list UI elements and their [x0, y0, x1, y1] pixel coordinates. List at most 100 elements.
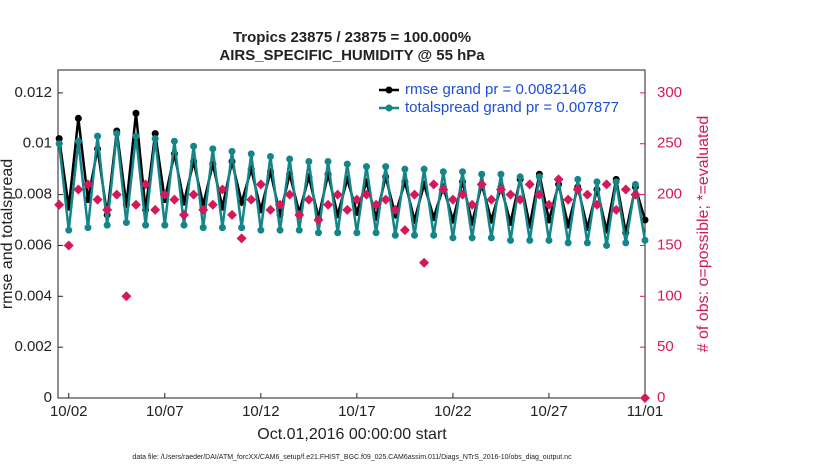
- obs-count-marker: [342, 204, 353, 215]
- obs-count-marker: [630, 189, 641, 200]
- series-marker: [353, 229, 361, 237]
- obs-count-marker: [399, 225, 410, 236]
- footnote: data file: /Users/raeder/DAI/ATM_forcXX/…: [132, 454, 572, 461]
- obs-count-marker: [294, 209, 305, 220]
- y-tick-label: 0.002: [14, 338, 52, 355]
- y-axis-label: rmse and totalspread: [0, 159, 16, 309]
- series-marker: [218, 224, 226, 232]
- obs-count-marker: [601, 179, 612, 190]
- y2-tick-label: 100: [657, 287, 682, 304]
- obs-count-marker: [217, 184, 228, 195]
- series-marker: [459, 168, 467, 176]
- obs-count-marker: [428, 179, 439, 190]
- series-line: [57, 133, 647, 246]
- series-marker: [247, 150, 255, 158]
- x-tick-label: 10/07: [146, 403, 184, 420]
- obs-count-marker: [486, 194, 497, 205]
- y2-axis-label: # of obs: o=possible; *=evaluated: [695, 116, 712, 353]
- series-marker: [439, 168, 447, 176]
- series-marker: [334, 229, 342, 237]
- series-marker: [478, 170, 486, 178]
- obs-count-marker: [390, 204, 401, 215]
- series-marker: [641, 236, 649, 244]
- obs-count-marker: [572, 184, 583, 195]
- series-marker: [362, 163, 370, 171]
- obs-count-marker: [92, 194, 103, 205]
- x-tick-label: 10/02: [50, 403, 88, 420]
- x-tick-label: 10/12: [242, 403, 280, 420]
- series-marker: [583, 239, 591, 247]
- series-marker: [468, 234, 476, 242]
- series-marker: [391, 231, 399, 239]
- obs-count-marker: [188, 189, 199, 200]
- series-marker: [564, 239, 572, 247]
- obs-count-marker: [515, 194, 526, 205]
- series-marker: [74, 137, 82, 145]
- obs-count-marker: [351, 194, 362, 205]
- y-tick-label: 0.004: [14, 287, 52, 304]
- obs-count-marker: [361, 189, 372, 200]
- series-marker: [151, 130, 159, 138]
- obs-count-marker: [553, 174, 564, 185]
- obs-count-marker: [54, 199, 65, 210]
- obs-count-marker: [169, 194, 180, 205]
- y2-tick-label: 150: [657, 236, 682, 253]
- series-marker: [603, 241, 611, 249]
- series-marker: [103, 221, 111, 229]
- obs-count-marker: [447, 194, 458, 205]
- series-marker: [142, 221, 150, 229]
- series-marker: [497, 170, 505, 178]
- obs-count-marker: [620, 184, 631, 195]
- obs-count-marker: [265, 204, 276, 215]
- series-marker: [295, 226, 303, 234]
- obs-count-marker: [505, 189, 516, 200]
- obs-count-marker: [380, 194, 391, 205]
- series-marker: [382, 163, 390, 171]
- series-marker: [65, 226, 73, 234]
- y2-tick-label: 50: [657, 338, 674, 355]
- obs-count-marker: [198, 204, 209, 215]
- obs-count-marker: [582, 189, 593, 200]
- series-marker: [449, 234, 457, 242]
- series-marker: [94, 132, 102, 140]
- y2-tick-label: 0: [657, 389, 665, 406]
- legend-marker: [385, 86, 393, 94]
- series-marker: [420, 165, 428, 173]
- obs-count-marker: [130, 199, 141, 210]
- series-marker: [74, 114, 82, 122]
- chart-subtitle: AIRS_SPECIFIC_HUMIDITY @ 55 hPa: [219, 47, 485, 64]
- y-tick-label: 0.006: [14, 236, 52, 253]
- series-marker: [180, 221, 188, 229]
- series-marker: [132, 109, 140, 117]
- chart-title: Tropics 23875 / 23875 = 100.000%: [233, 29, 471, 46]
- series-marker: [209, 145, 217, 153]
- obs-count-marker: [438, 184, 449, 195]
- obs-count-marker: [371, 199, 382, 210]
- obs-count-marker: [524, 179, 535, 190]
- x-tick-label: 11/01: [627, 403, 663, 420]
- series-marker: [535, 173, 543, 181]
- series-marker: [593, 178, 601, 186]
- series-marker: [228, 147, 236, 155]
- series-marker: [55, 140, 63, 148]
- obs-count-marker: [111, 189, 122, 200]
- legend-label: rmse grand pr = 0.0082146: [405, 81, 586, 98]
- obs-count-marker: [150, 204, 161, 215]
- obs-count-marker: [73, 184, 84, 195]
- legend-label: totalspread grand pr = 0.007877: [405, 99, 619, 116]
- series-marker: [545, 236, 553, 244]
- obs-count-marker: [303, 194, 314, 205]
- series-marker: [526, 236, 534, 244]
- obs-count-marker: [313, 215, 324, 226]
- series-marker: [516, 173, 524, 181]
- series-marker: [574, 175, 582, 183]
- obs-count-marker: [236, 233, 247, 244]
- series-marker: [631, 180, 639, 188]
- obs-count-marker: [563, 194, 574, 205]
- series-marker: [305, 158, 313, 166]
- obs-count-marker: [323, 199, 334, 210]
- series-marker: [487, 234, 495, 242]
- series-marker: [238, 224, 246, 232]
- obs-count-marker: [207, 199, 218, 210]
